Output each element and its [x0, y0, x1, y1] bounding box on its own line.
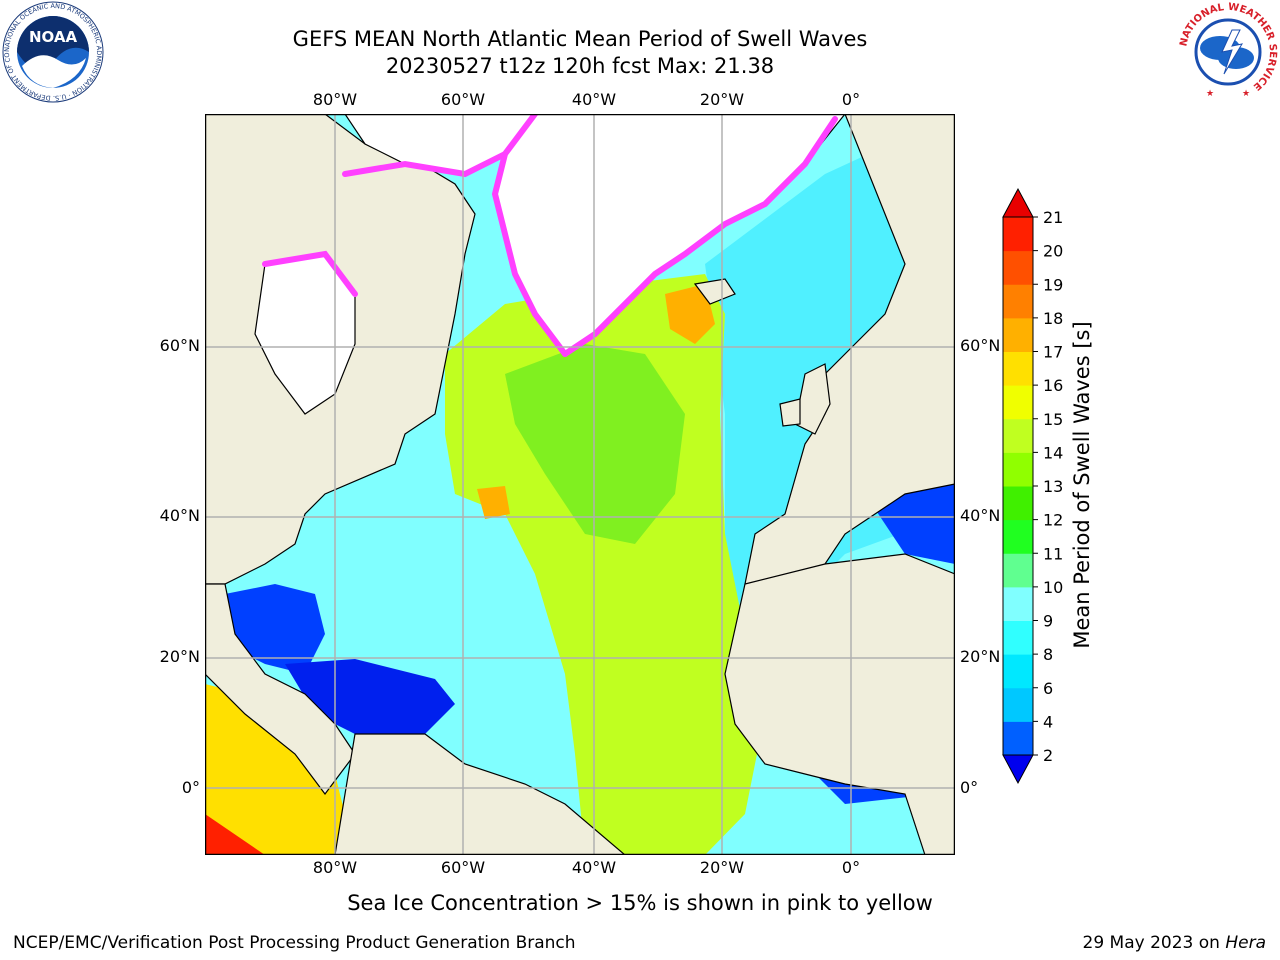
colorbar-segment [1003, 351, 1033, 386]
chart-title: GEFS MEAN North Atlantic Mean Period of … [292, 27, 868, 51]
colorbar-tick-label: 19 [1043, 275, 1063, 294]
lat-tick-right: 0° [960, 778, 979, 797]
colorbar-tick-label: 21 [1043, 208, 1063, 227]
colorbar-segment [1003, 620, 1033, 655]
lat-tick-right: 40°N [960, 506, 1001, 525]
swell-zone-green [505, 344, 685, 544]
colorbar-tick-label: 20 [1043, 242, 1063, 261]
lon-tick-top: 20°W [699, 90, 745, 109]
colorbar-segment [1003, 553, 1033, 588]
host-name: Hera [1225, 933, 1266, 953]
swell-max-orange-2 [477, 486, 510, 519]
colorbar-tick-label: 8 [1043, 645, 1053, 664]
svg-text:★: ★ [1206, 89, 1214, 99]
colorbar-tick-label: 4 [1043, 712, 1053, 731]
pacific-swell-max [205, 814, 265, 855]
colorbar-extend-max [1002, 187, 1034, 218]
chart-subtitle: 20230527 t12z 120h fcst Max: 21.38 [385, 54, 775, 78]
colorbar-tick-label: 17 [1043, 343, 1063, 362]
credit-text: NCEP/EMC/Verification Post Processing Pr… [13, 933, 576, 953]
lat-tick-left: 0° [181, 778, 200, 797]
colorbar-segment [1003, 317, 1033, 352]
colorbar-tick-label: 13 [1043, 477, 1063, 496]
colorbar-segment [1003, 284, 1033, 319]
colorbar-tick-label: 12 [1043, 511, 1063, 530]
lon-tick-bottom: 60°W [440, 858, 486, 877]
lon-tick-top: 80°W [312, 90, 358, 109]
colorbar-tick-label: 2 [1043, 746, 1053, 765]
lon-tick-bottom: 80°W [312, 858, 358, 877]
colorbar-segment [1003, 519, 1033, 554]
lon-tick-top: 0° [841, 90, 861, 109]
colorbar-tick-label: 11 [1043, 544, 1063, 563]
colorbar-tick-label: 6 [1043, 679, 1053, 698]
lon-tick-top: 60°W [440, 90, 486, 109]
svg-text:NOAA: NOAA [29, 28, 78, 46]
pacific-swell [205, 684, 355, 855]
colorbar-segment [1003, 418, 1033, 453]
lat-tick-left: 60°N [159, 336, 200, 355]
colorbar: 2 4 6 8 9 10 11 12 13 14 15 16 17 18 19 20 21 [1002, 187, 1063, 785]
lat-tick-right: 20°N [960, 647, 1001, 666]
colorbar-segment [1003, 250, 1033, 285]
lon-tick-top: 40°W [571, 90, 617, 109]
svg-text:★: ★ [1242, 89, 1250, 99]
colorbar-segment [1003, 654, 1033, 689]
colorbar-segment [1003, 217, 1033, 252]
lon-tick-bottom: 20°W [699, 858, 745, 877]
map-frame [205, 114, 955, 855]
nws-logo-icon: NATIONAL WEATHER SERVICE ★ ★ [1178, 2, 1278, 102]
colorbar-tick-label: 14 [1043, 443, 1063, 462]
colorbar-extend-min [1002, 754, 1034, 785]
lat-tick-left: 40°N [159, 506, 200, 525]
date-stamp: 29 May 2023 on Hera [1083, 933, 1267, 953]
colorbar-label: Mean Period of Swell Waves [s] [1070, 321, 1094, 649]
colorbar-segment [1003, 486, 1033, 521]
colorbar-segment [1003, 385, 1033, 420]
lat-tick-right: 60°N [960, 336, 1001, 355]
sea-ice-note: Sea Ice Concentration > 15% is shown in … [347, 891, 933, 915]
lat-tick-left: 20°N [159, 647, 200, 666]
colorbar-segment [1003, 687, 1033, 722]
swell-max-orange [665, 284, 715, 344]
ice-edge [262, 114, 838, 357]
colorbar-tick-label: 9 [1043, 612, 1053, 631]
sea-ice [254, 114, 846, 415]
colorbar-tick-label: 10 [1043, 578, 1063, 597]
map-panel [205, 114, 955, 855]
gulf-low-period [225, 584, 325, 674]
colorbar-tick-label: 18 [1043, 309, 1063, 328]
date-text: 29 May 2023 on [1082, 933, 1226, 953]
colorbar-tick-label: 15 [1043, 410, 1063, 429]
caribbean-low-period [285, 659, 455, 734]
colorbar-tick-label: 16 [1043, 376, 1063, 395]
noaa-logo-icon: NATIONAL OCEANIC AND ATMOSPHERIC ADMINIS… [0, 0, 104, 103]
lon-tick-bottom: 0° [841, 858, 861, 877]
colorbar-segment [1003, 586, 1033, 621]
lon-tick-bottom: 40°W [571, 858, 617, 877]
colorbar-segment [1003, 721, 1033, 756]
colorbar-segment [1003, 452, 1033, 487]
gridlines [205, 114, 955, 855]
